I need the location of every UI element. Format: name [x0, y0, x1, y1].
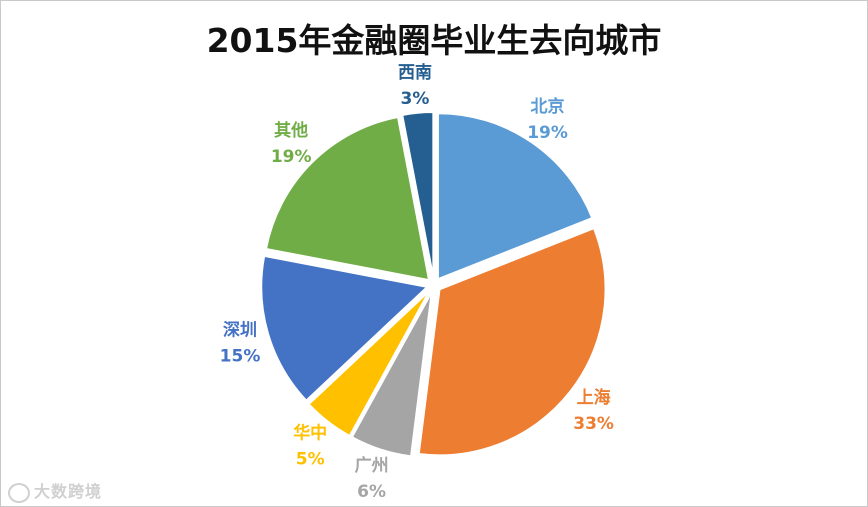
slice-label-2: 广州 6%: [355, 455, 389, 502]
slice-label-name: 上海: [577, 387, 611, 408]
pie-slice-3: [307, 289, 431, 438]
slice-label-4: 深圳 15%: [220, 319, 261, 366]
watermark: 大数跨境: [8, 478, 102, 503]
slice-label-name: 北京: [531, 96, 565, 117]
slice-label-percent: 33%: [573, 414, 614, 434]
pie-slice-5: [264, 115, 431, 282]
watermark-text: 大数跨境: [34, 482, 103, 501]
slice-label-name: 广州: [355, 455, 389, 476]
chart-title: 2015年金融圈毕业生去向城市: [206, 21, 662, 60]
slice-label-3: 华中 5%: [293, 423, 327, 470]
pie-slice-2: [350, 291, 433, 458]
pie-slice-6: [401, 111, 435, 279]
slice-label-5: 其他 19%: [271, 120, 312, 167]
slice-label-percent: 15%: [220, 346, 261, 366]
slice-label-name: 深圳: [223, 319, 257, 340]
slice-label-percent: 5%: [296, 450, 325, 470]
slice-label-percent: 3%: [401, 89, 430, 109]
slice-label-name: 西南: [398, 62, 432, 83]
slice-label-1: 上海 33%: [573, 387, 614, 434]
slice-label-percent: 6%: [357, 482, 386, 502]
slice-label-name: 华中: [293, 423, 327, 444]
slice-label-6: 西南 3%: [398, 62, 432, 109]
slice-label-percent: 19%: [527, 123, 568, 143]
watermark-logo-icon: [8, 482, 30, 503]
pie-slice-1: [417, 226, 607, 457]
pie-slice-0: [436, 112, 594, 281]
slice-label-percent: 19%: [271, 147, 312, 167]
slice-label-0: 北京 19%: [527, 96, 568, 143]
pie-slice-4: [260, 254, 430, 403]
slice-label-name: 其他: [274, 120, 308, 141]
